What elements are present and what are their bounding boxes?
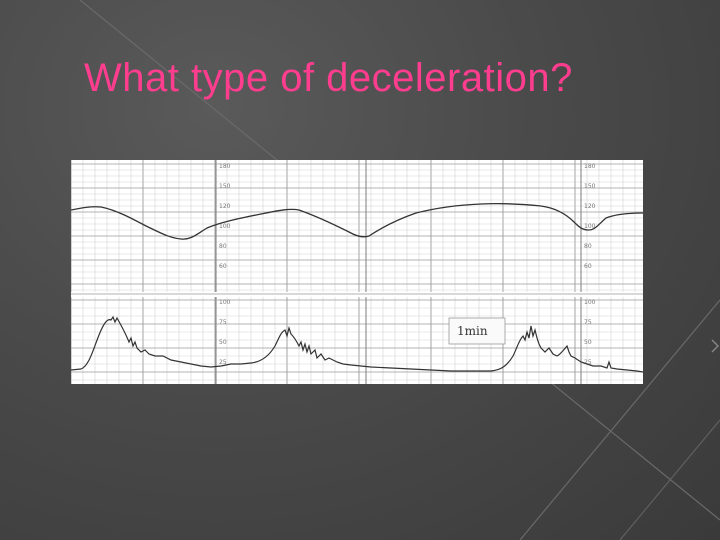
- uc-scale-right: 100 75 50 25: [584, 299, 596, 366]
- scale-label: 60: [584, 263, 592, 270]
- panel-separator: [71, 292, 643, 297]
- scale-label: 25: [584, 359, 592, 366]
- scale-label: 100: [219, 223, 231, 230]
- slide-title: What type of deceleration?: [84, 56, 573, 100]
- scale-label: 75: [584, 319, 592, 326]
- scale-label: 50: [584, 339, 592, 346]
- uc-trace: [71, 315, 643, 373]
- ctg-tracing-image: 180 150 120 100 80 60 180 150 120 100 80 60 100 75 5…: [71, 160, 643, 384]
- fhr-trace: [71, 202, 643, 240]
- fhr-scale-right: 180 150 120 100 80 60: [584, 163, 596, 270]
- scale-label: 120: [584, 203, 596, 210]
- scale-label: 60: [219, 263, 227, 270]
- uc-scale-left: 100 75 50 25: [219, 299, 231, 366]
- scale-label: 120: [219, 203, 231, 210]
- one-minute-label: 1min: [457, 324, 488, 338]
- scale-label: 80: [219, 243, 227, 250]
- scale-label: 150: [219, 183, 231, 190]
- fhr-scale-left: 180 150 120 100 80 60: [219, 163, 231, 270]
- scale-label: 50: [219, 339, 227, 346]
- scale-label: 100: [584, 223, 596, 230]
- scale-label: 25: [219, 359, 227, 366]
- scale-label: 180: [219, 163, 231, 170]
- scale-label: 100: [219, 299, 231, 306]
- scale-label: 75: [219, 319, 227, 326]
- scale-label: 180: [584, 163, 596, 170]
- tracing-grid: [71, 160, 643, 384]
- scale-label: 100: [584, 299, 596, 306]
- one-minute-annotation: 1min: [448, 317, 506, 345]
- scale-label: 80: [584, 243, 592, 250]
- scale-label: 150: [584, 183, 596, 190]
- ctg-tracing: 180 150 120 100 80 60 180 150 120 100 80 60 100 75 5…: [71, 160, 643, 384]
